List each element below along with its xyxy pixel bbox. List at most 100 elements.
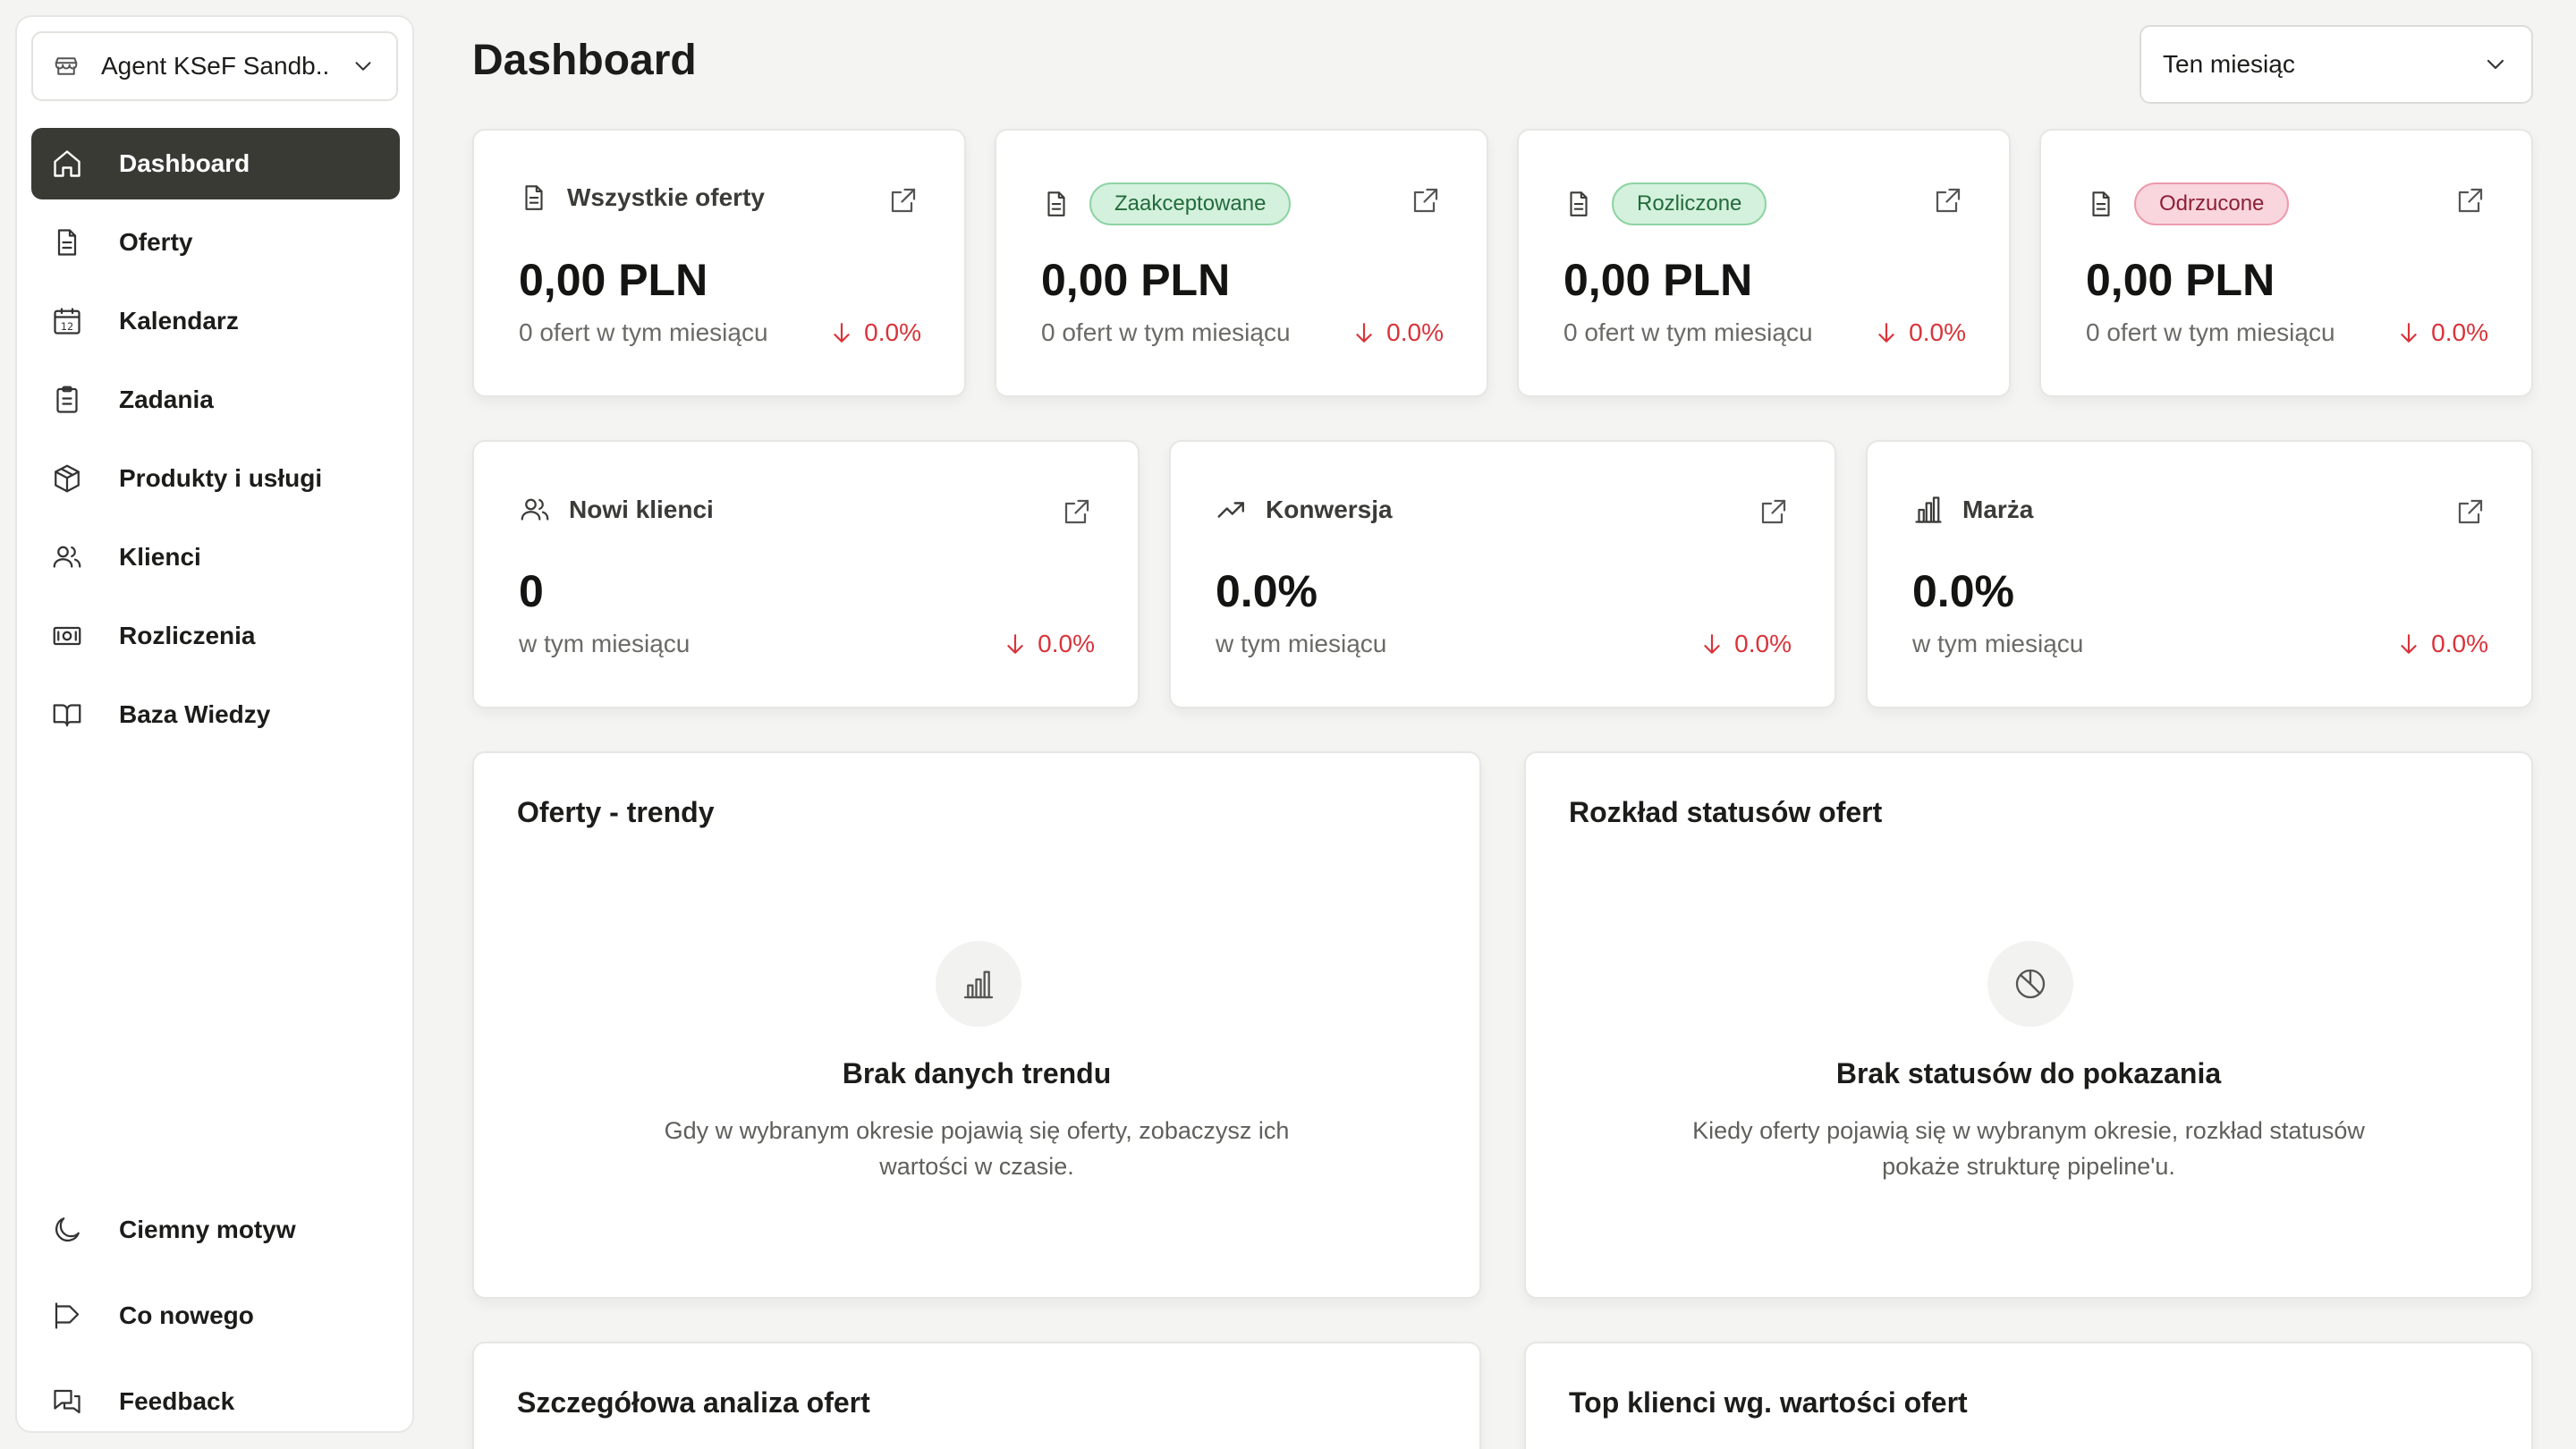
moon-icon: [51, 1214, 83, 1246]
book-icon: [51, 699, 83, 731]
nav-label: Co nowego: [119, 1301, 254, 1329]
nav-label: Zadania: [119, 386, 214, 413]
arrow-down-icon: [1004, 631, 1027, 657]
workspace-switcher[interactable]: Agent KSeF Sandb...: [31, 31, 398, 101]
kpi-value: 0.0%: [1912, 566, 2014, 616]
nav-item-rozliczenia[interactable]: Rozliczenia: [31, 600, 400, 672]
nav-item-produkty[interactable]: Produkty i usługi: [31, 443, 400, 514]
nav-label: Dashboard: [119, 149, 250, 177]
kpi-card-rejected: Odrzucone 0,00 PLN 0 ofert w tym miesiąc…: [2039, 129, 2533, 397]
panel-title: Top klienci wg. wartości ofert: [1569, 1386, 1968, 1419]
workspace-name: Agent KSeF Sandb...: [101, 52, 328, 80]
arrow-down-icon: [1352, 320, 1376, 345]
sidebar: Agent KSeF Sandb... Dashboard Oferty 12 …: [15, 15, 414, 1433]
kpi-delta: 0.0%: [830, 318, 921, 347]
nav-label: Oferty: [119, 228, 193, 256]
kpi-subtitle: 0 ofert w tym miesiącu: [1041, 318, 1291, 346]
kpi-subtitle: w tym miesiącu: [1216, 630, 1387, 657]
document-icon: [2086, 189, 2116, 219]
users-icon: [519, 494, 551, 526]
kpi-delta: 0.0%: [1004, 630, 1095, 658]
metric-card-new-clients: Nowi klienci 0 w tym miesiącu 0.0%: [472, 440, 1140, 708]
kpi-title: Konwersja: [1266, 496, 1393, 523]
nav-label: Feedback: [119, 1387, 235, 1415]
kpi-card-header: Zaakceptowane: [1041, 182, 1292, 225]
nav-item-zadania[interactable]: Zadania: [31, 364, 400, 436]
nav-label: Klienci: [119, 543, 201, 571]
kpi-value: 0,00 PLN: [1041, 255, 1231, 305]
svg-text:12: 12: [61, 321, 73, 333]
clipboard-icon: [51, 384, 83, 416]
kpi-card-settled: Rozliczone 0,00 PLN 0 ofert w tym miesią…: [1517, 129, 2011, 397]
kpi-delta: 0.0%: [2397, 630, 2488, 658]
empty-state-description: Kiedy oferty pojawią się w wybranym okre…: [1692, 1117, 2365, 1180]
document-icon: [519, 182, 549, 213]
kpi-card-header: Rozliczone: [1563, 182, 1767, 225]
theme-toggle[interactable]: Ciemny motyw: [31, 1191, 400, 1269]
period-select[interactable]: Ten miesiąc: [2140, 25, 2533, 104]
kpi-delta-value: 0.0%: [1038, 630, 1095, 657]
period-select-value: Ten miesiąc: [2163, 50, 2295, 78]
arrow-down-icon: [2397, 320, 2420, 345]
page-title: Dashboard: [472, 37, 697, 84]
sidebar-footer: Ciemny motyw Co nowego Feedback: [31, 1191, 400, 1448]
status-badge-accepted: Zaakceptowane: [1089, 182, 1292, 225]
kpi-delta-value: 0.0%: [2431, 318, 2488, 346]
nav-label: Kalendarz: [119, 307, 239, 335]
pie-chart-icon: [1987, 941, 2073, 1027]
empty-state-title: Brak statusów do pokazania: [1835, 1057, 2222, 1089]
arrow-down-icon: [1700, 631, 1724, 657]
kpi-subtitle: 0 ofert w tym miesiącu: [519, 318, 768, 346]
external-link-icon[interactable]: [2454, 496, 2487, 528]
kpi-card-header: Nowi klienci: [519, 494, 714, 526]
nav-item-dashboard[interactable]: Dashboard: [31, 128, 400, 199]
nav-item-oferty[interactable]: Oferty: [31, 207, 400, 278]
panel-status-distribution: Rozkład statusów ofert Brak statusów do …: [1524, 751, 2533, 1299]
feedback-button[interactable]: Feedback: [31, 1362, 400, 1441]
status-badge-rejected: Odrzucone: [2134, 182, 2290, 225]
external-link-icon[interactable]: [1932, 184, 1964, 216]
banknote-icon: [51, 620, 83, 652]
kpi-delta-value: 0.0%: [1909, 318, 1966, 346]
kpi-delta-value: 0.0%: [864, 318, 921, 346]
nav-label: Produkty i usługi: [119, 464, 323, 492]
nav-label: Ciemny motyw: [119, 1216, 296, 1243]
messages-icon: [51, 1385, 83, 1418]
panel-title: Szczegółowa analiza ofert: [517, 1386, 870, 1419]
metric-card-conversion: Konwersja 0.0% w tym miesiącu 0.0%: [1169, 440, 1836, 708]
kpi-delta-value: 0.0%: [1386, 318, 1444, 346]
document-icon: [1563, 189, 1594, 219]
external-link-icon[interactable]: [887, 184, 919, 216]
whats-new-button[interactable]: Co nowego: [31, 1276, 400, 1355]
kpi-title: Wszystkie oferty: [567, 183, 765, 211]
kpi-delta: 0.0%: [1700, 630, 1792, 658]
kpi-subtitle: w tym miesiącu: [1912, 630, 2084, 657]
document-icon: [51, 226, 83, 258]
arrow-down-icon: [830, 320, 853, 345]
kpi-card-header: Wszystkie oferty: [519, 182, 765, 213]
external-link-icon[interactable]: [1758, 496, 1790, 528]
external-link-icon[interactable]: [1410, 184, 1442, 216]
kpi-value: 0.0%: [1216, 566, 1318, 616]
external-link-icon[interactable]: [1061, 496, 1093, 528]
kpi-card-header: Konwersja: [1216, 494, 1393, 526]
megaphone-icon: [51, 1300, 83, 1332]
chevron-down-icon: [350, 53, 377, 80]
nav-label: Baza Wiedzy: [119, 700, 271, 728]
panel-offer-analysis: Szczegółowa analiza ofert: [472, 1342, 1481, 1449]
nav-item-klienci[interactable]: Klienci: [31, 521, 400, 593]
status-badge-settled: Rozliczone: [1612, 182, 1767, 225]
nav-item-baza-wiedzy[interactable]: Baza Wiedzy: [31, 679, 400, 750]
users-icon: [51, 541, 83, 573]
kpi-value: 0,00 PLN: [519, 255, 708, 305]
external-link-icon[interactable]: [2454, 184, 2487, 216]
kpi-delta: 0.0%: [1352, 318, 1444, 347]
nav-item-kalendarz[interactable]: 12 Kalendarz: [31, 285, 400, 357]
empty-state-title: Brak danych trendu: [842, 1057, 1112, 1089]
calendar-icon: 12: [51, 305, 83, 337]
panel-title: Rozkład statusów ofert: [1569, 796, 1883, 828]
kpi-card-accepted: Zaakceptowane 0,00 PLN 0 ofert w tym mie…: [995, 129, 1488, 397]
document-icon: [1041, 189, 1072, 219]
kpi-delta: 0.0%: [2397, 318, 2488, 347]
kpi-value: 0,00 PLN: [2086, 255, 2275, 305]
